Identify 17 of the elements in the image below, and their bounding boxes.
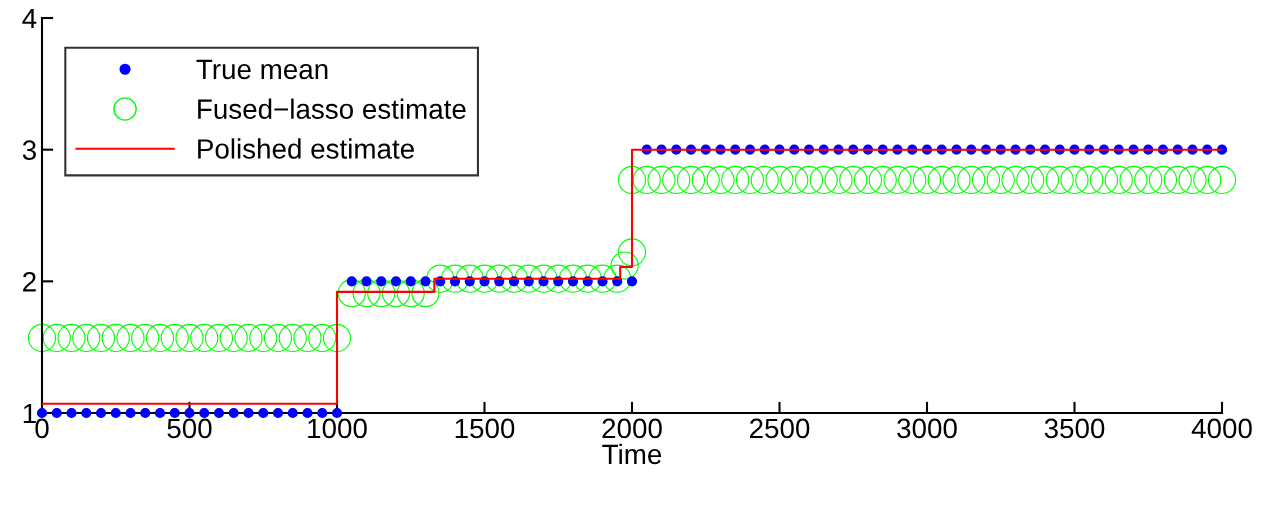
y-tick-label: 2: [23, 272, 36, 292]
legend-label: True mean: [196, 59, 328, 80]
x-tick-label: 2000: [602, 418, 662, 439]
x-axis-title: Time: [602, 443, 662, 465]
x-tick-label: 3000: [897, 418, 957, 439]
y-tick-label: 3: [22, 140, 36, 161]
x-tick-label: 1000: [308, 418, 367, 439]
x-tick-label: 1500: [455, 418, 515, 439]
x-tick-label: 2500: [750, 418, 810, 439]
x-tick-label: 0: [35, 418, 49, 439]
x-tick-label: 500: [167, 418, 212, 439]
y-tick-label: 4: [22, 8, 37, 29]
x-tick-label: 4000: [1191, 418, 1252, 439]
x-tick-label: 3500: [1044, 418, 1105, 439]
legend-label: Fused−lasso estimate: [198, 98, 466, 119]
y-tick-label: 1: [23, 403, 36, 424]
legend-label: Polished estimate: [198, 138, 414, 159]
